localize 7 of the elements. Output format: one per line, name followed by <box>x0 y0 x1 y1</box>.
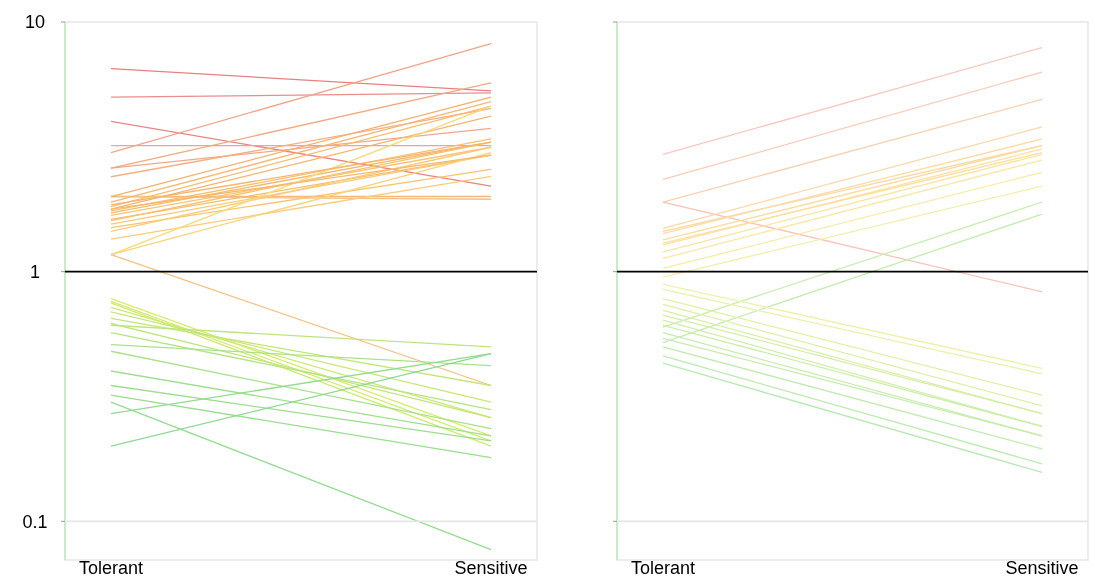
y-tick-label: 1 <box>29 261 41 282</box>
y-tick-label: 0.1 <box>22 511 48 532</box>
x-tick-label: Sensitive <box>1005 558 1079 578</box>
y-tick-label: 10 <box>24 12 46 33</box>
x-tick-label: Tolerant <box>630 558 696 578</box>
x-tick-label: Sensitive <box>454 558 528 578</box>
x-tick-label: Tolerant <box>78 558 144 578</box>
